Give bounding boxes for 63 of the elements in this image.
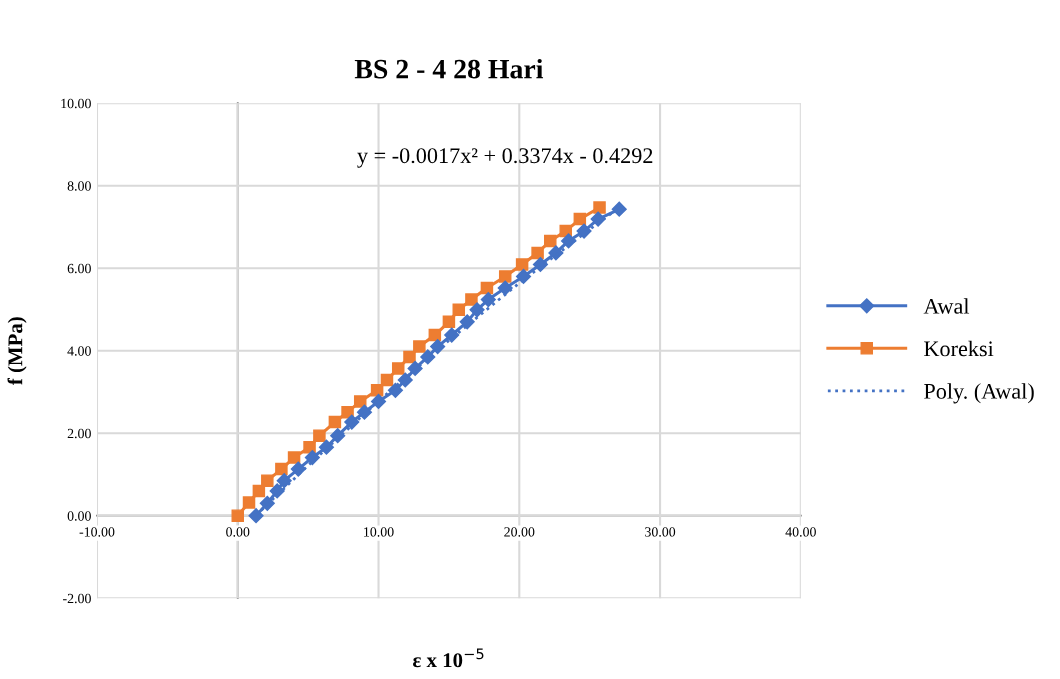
point (593, 201, 606, 214)
annotation: y = -0.0017x² + 0.3374x - 0.4292 (357, 148, 653, 168)
x-tick-label: 0.00 (226, 527, 250, 537)
point (313, 429, 326, 442)
point (397, 372, 413, 388)
point (353, 395, 367, 408)
y-tick-label: 8.00 (67, 181, 91, 191)
x-tick-label: 10.00 (364, 527, 394, 537)
point (465, 293, 478, 306)
point (290, 461, 306, 477)
y-tick-label: 10.00 (61, 98, 91, 109)
point (328, 415, 342, 429)
y-axis-title: f (MPa) (7, 317, 27, 385)
chart-title: BS 2 - 4 28 Hari (354, 58, 544, 79)
point (548, 245, 564, 261)
legend-label: Awal (923, 298, 970, 314)
point (341, 405, 354, 419)
point (356, 404, 373, 420)
point (442, 315, 456, 329)
y-tick-label: 4.00 (67, 346, 91, 356)
point (428, 328, 442, 342)
y-tick-label: -2.00 (63, 593, 91, 604)
point (498, 270, 512, 283)
point (444, 327, 460, 343)
y-tick-label: 6.00 (67, 263, 91, 274)
y-tick-label: 0.00 (67, 511, 91, 521)
y-tick-label: 2.00 (67, 428, 91, 439)
point (303, 440, 316, 454)
point (573, 212, 587, 226)
point (261, 474, 274, 487)
point (480, 291, 496, 308)
point (370, 384, 384, 397)
point (469, 302, 485, 318)
point (407, 360, 423, 377)
point (275, 462, 288, 476)
point (452, 303, 466, 317)
legend-label: Poly. (Awal) (924, 383, 1034, 404)
point (387, 382, 403, 398)
point (413, 340, 426, 353)
point (531, 246, 544, 260)
point (259, 495, 275, 511)
point (544, 234, 557, 248)
point (497, 280, 513, 296)
x-axis-title: ε x 10$^{−5}$ (413, 648, 484, 668)
point (318, 439, 335, 455)
x-tick-label: 30.00 (645, 527, 676, 537)
point (242, 496, 256, 509)
point (611, 201, 627, 217)
x-tick-label: 20.00 (504, 527, 535, 537)
point (480, 281, 494, 295)
legend-label: Koreksi (924, 340, 994, 357)
point (287, 451, 301, 464)
point (248, 508, 264, 524)
point (515, 258, 529, 271)
x-tick-label: 40.00 (785, 527, 816, 537)
point (380, 373, 394, 387)
x-tick-label: -10.00 (79, 527, 115, 537)
point (276, 473, 292, 489)
point (560, 233, 577, 249)
point (231, 509, 245, 522)
point (391, 362, 405, 375)
point (344, 414, 360, 430)
point (403, 350, 416, 364)
